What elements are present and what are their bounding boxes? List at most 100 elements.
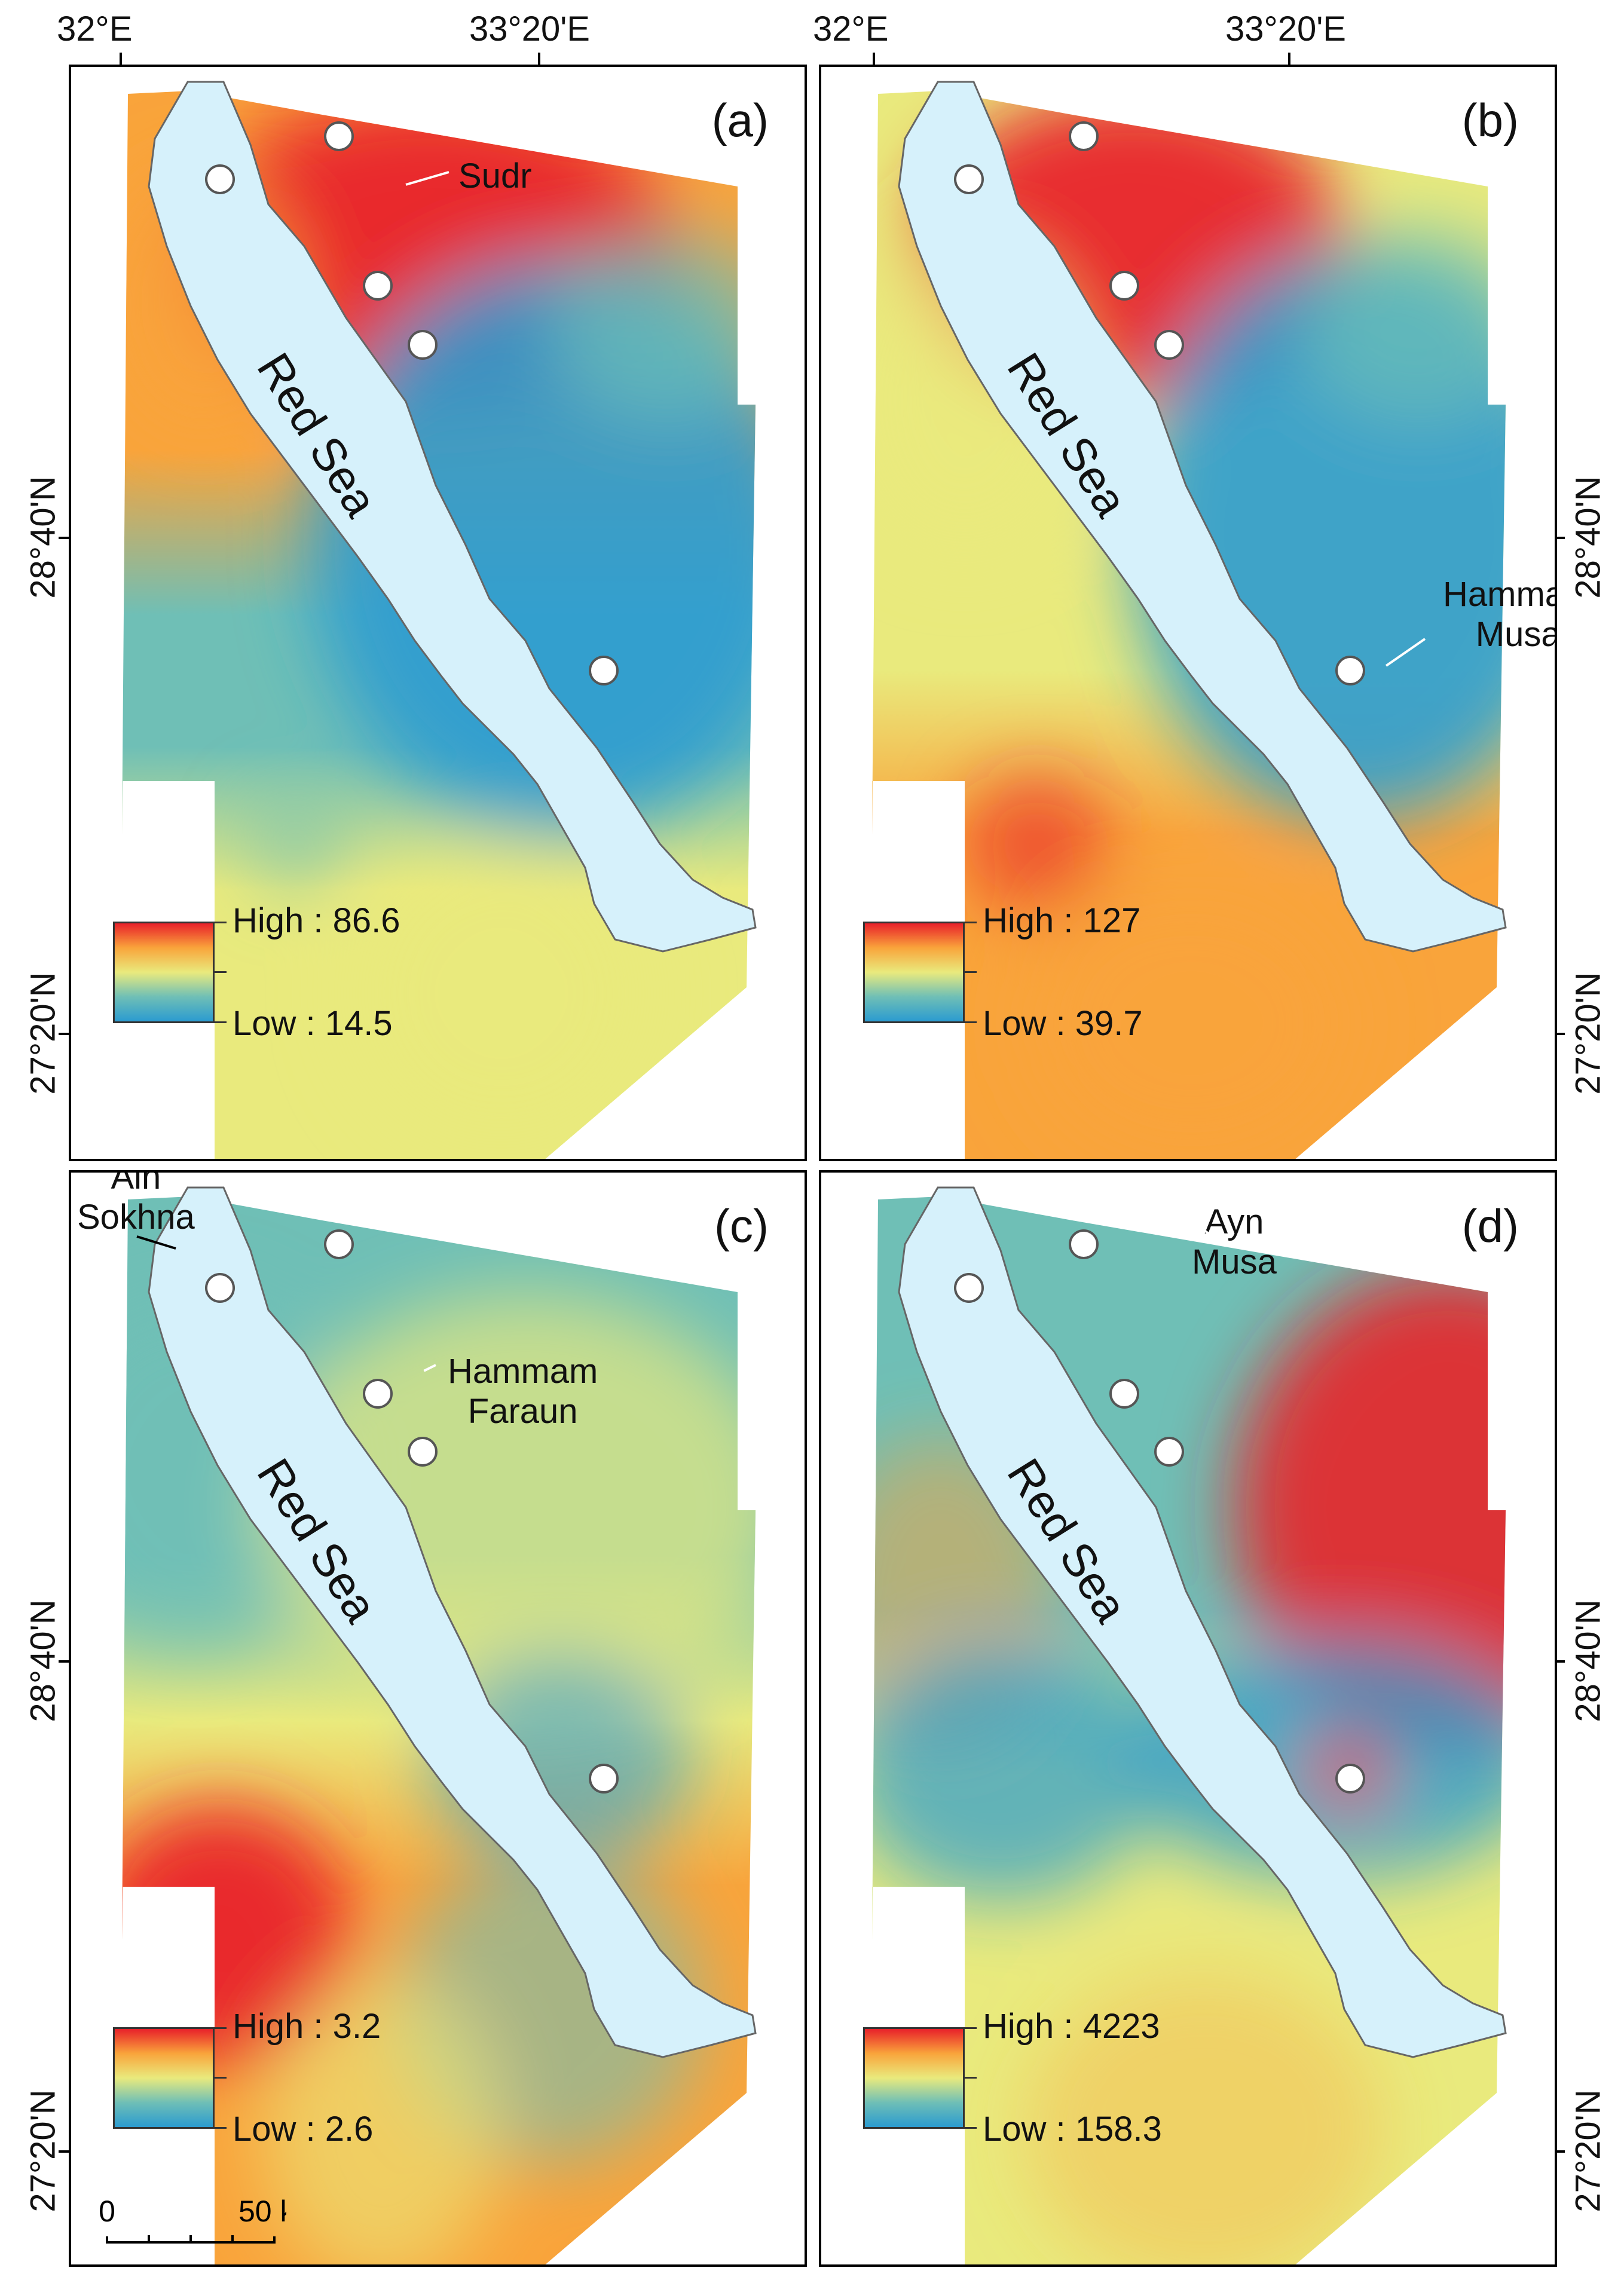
raster-blob xyxy=(346,838,657,1149)
left-tick xyxy=(59,537,71,539)
site-marker xyxy=(1109,1378,1139,1409)
legend-low-label: Low : 2.6 xyxy=(233,2110,374,2149)
left-latitude-label: 27°20'N xyxy=(23,972,63,1095)
legend-tick xyxy=(965,922,977,923)
left-latitude-label: 28°40'N xyxy=(23,1599,63,1722)
panel-label: (d) xyxy=(1461,1199,1519,1252)
site-marker xyxy=(1069,1229,1099,1259)
legend-tick xyxy=(215,971,227,973)
site-marker xyxy=(363,1378,393,1409)
site-marker xyxy=(204,164,235,195)
map-raster xyxy=(872,81,1507,1159)
legend-low-label: Low : 158.3 xyxy=(983,2110,1162,2149)
legend-tick xyxy=(965,2127,977,2129)
top-tick xyxy=(1288,53,1290,65)
red-sea-water xyxy=(898,1186,1507,2058)
right-tick xyxy=(1553,1033,1565,1035)
legend-tick xyxy=(215,2077,227,2079)
panel-label: (b) xyxy=(1461,94,1519,146)
site-label: Ain Sokhna xyxy=(77,1170,195,1237)
site-marker xyxy=(323,1229,354,1259)
site-marker xyxy=(1335,1763,1366,1794)
site-marker xyxy=(1069,121,1099,151)
site-marker xyxy=(954,1272,984,1303)
red-sea-water xyxy=(898,81,1507,953)
site-label: HammamMusa xyxy=(1443,575,1557,654)
map-panel-d: (d) Red Sea High : 4223 Low : 158.3 Ayn Musa xyxy=(819,1170,1557,2267)
raster-blob xyxy=(1024,1973,1383,2264)
site-marker xyxy=(1154,330,1185,360)
left-tick xyxy=(59,1660,71,1663)
raster-blob xyxy=(549,228,756,420)
left-latitude-label: 27°20'N xyxy=(23,2089,63,2212)
legend-high-label: High : 86.6 xyxy=(233,901,400,940)
right-latitude-label: 27°20'N xyxy=(1568,2089,1608,2212)
site-label: Hammam Faraun xyxy=(448,1352,598,1431)
site-marker xyxy=(408,1437,438,1467)
raster-blob xyxy=(1234,1268,1506,1746)
left-latitude-label: 28°40'N xyxy=(23,476,63,599)
legend-tick xyxy=(965,1021,977,1023)
top-tick xyxy=(873,53,875,65)
red-sea-water xyxy=(148,1186,757,2058)
scale-end-label: 50 km xyxy=(238,2195,286,2228)
raster-blob xyxy=(1299,228,1506,420)
map-panel-a: (a) Red Sea High : 86.6 Low : 14.5 Sudr xyxy=(69,65,807,1161)
legend-color-ramp xyxy=(113,2027,215,2129)
raster-blob xyxy=(1024,880,1359,1159)
top-longitude-label: 32°E xyxy=(813,10,889,48)
right-latitude-label: 27°20'N xyxy=(1568,972,1608,1095)
right-latitude-label: 28°40'N xyxy=(1568,1599,1608,1722)
legend-tick xyxy=(965,971,977,973)
legend-tick xyxy=(215,922,227,923)
legend-high-label: High : 4223 xyxy=(983,2007,1160,2046)
left-tick xyxy=(59,1033,71,1035)
right-tick xyxy=(1553,1660,1565,1663)
raster-blob xyxy=(965,772,1108,916)
top-longitude-label: 33°20'E xyxy=(1225,10,1346,48)
site-marker xyxy=(1109,270,1139,301)
legend-tick xyxy=(215,2127,227,2129)
raster-blob xyxy=(247,796,343,892)
site-marker xyxy=(1154,1437,1185,1467)
legend-low-label: Low : 14.5 xyxy=(233,1004,393,1043)
site-label: Ayn Musa xyxy=(1192,1202,1277,1281)
right-latitude-label: 28°40'N xyxy=(1568,476,1608,599)
site-marker xyxy=(204,1272,235,1303)
legend-color-ramp xyxy=(113,922,215,1023)
panel-label: (a) xyxy=(711,94,769,146)
site-label: Sudr xyxy=(458,157,532,195)
legend-color-ramp xyxy=(863,2027,965,2129)
red-sea-water xyxy=(148,81,757,953)
site-marker xyxy=(408,330,438,360)
left-tick xyxy=(59,2150,71,2153)
panel-label: (c) xyxy=(714,1199,769,1252)
scale-bar: 0 50 km xyxy=(99,2195,286,2244)
legend-high-label: High : 127 xyxy=(983,901,1141,940)
raster-blob xyxy=(872,1639,1156,1902)
top-longitude-label: 32°E xyxy=(57,10,133,48)
map-raster xyxy=(122,1186,757,2264)
map-raster xyxy=(122,81,757,1159)
site-marker xyxy=(323,121,354,151)
right-tick xyxy=(1553,537,1565,539)
legend-tick xyxy=(215,2027,227,2029)
legend-tick xyxy=(965,2077,977,2079)
raster-blob xyxy=(262,1973,501,2264)
right-tick xyxy=(1553,2150,1565,2153)
legend-tick xyxy=(965,2027,977,2029)
legend-tick xyxy=(215,1021,227,1023)
top-tick xyxy=(120,53,122,65)
top-longitude-label: 33°20'E xyxy=(469,10,590,48)
legend-low-label: Low : 39.7 xyxy=(983,1004,1143,1043)
site-marker xyxy=(589,655,619,685)
site-marker xyxy=(1335,655,1366,685)
legend-high-label: High : 3.2 xyxy=(233,2007,381,2046)
site-marker xyxy=(954,164,984,195)
site-marker xyxy=(363,270,393,301)
site-marker xyxy=(589,1763,619,1794)
legend-color-ramp xyxy=(863,922,965,1023)
top-tick xyxy=(538,53,540,65)
